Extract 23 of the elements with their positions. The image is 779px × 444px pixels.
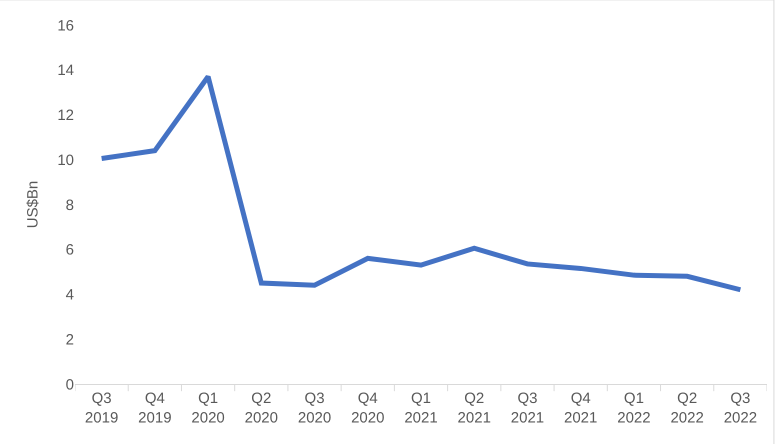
y-tick-label: 14 bbox=[57, 62, 74, 80]
x-tick-label: Q4 2020 bbox=[351, 390, 384, 426]
y-tick-label: 4 bbox=[66, 286, 74, 304]
y-tick-label: 8 bbox=[66, 196, 74, 214]
x-tick-label: Q2 2021 bbox=[458, 390, 491, 426]
y-tick-label: 16 bbox=[57, 17, 74, 34]
x-tick-label: Q4 2019 bbox=[138, 390, 172, 426]
x-tick-label: Q3 2019 bbox=[84, 390, 118, 426]
x-tick-label: Q2 2020 bbox=[244, 390, 278, 426]
x-tick-label: Q1 2022 bbox=[617, 390, 651, 426]
x-tick-label: Q3 2022 bbox=[724, 390, 758, 426]
x-tick-label: Q3 2021 bbox=[510, 390, 544, 426]
x-tick-label: Q3 2020 bbox=[298, 390, 332, 426]
x-tick-label: Q1 2021 bbox=[404, 390, 438, 426]
y-tick-label: 12 bbox=[57, 107, 74, 124]
x-tick-label: Q2 2022 bbox=[670, 390, 704, 426]
y-tick-label: 6 bbox=[66, 242, 74, 259]
y-axis-title: US$Bn bbox=[24, 180, 42, 228]
y-tick-label: 2 bbox=[66, 331, 74, 348]
y-tick-label: 10 bbox=[57, 152, 74, 169]
x-tick-label: Q1 2020 bbox=[191, 390, 225, 426]
x-tick-label: Q4 2021 bbox=[564, 390, 598, 426]
y-tick-label: 0 bbox=[66, 376, 74, 394]
